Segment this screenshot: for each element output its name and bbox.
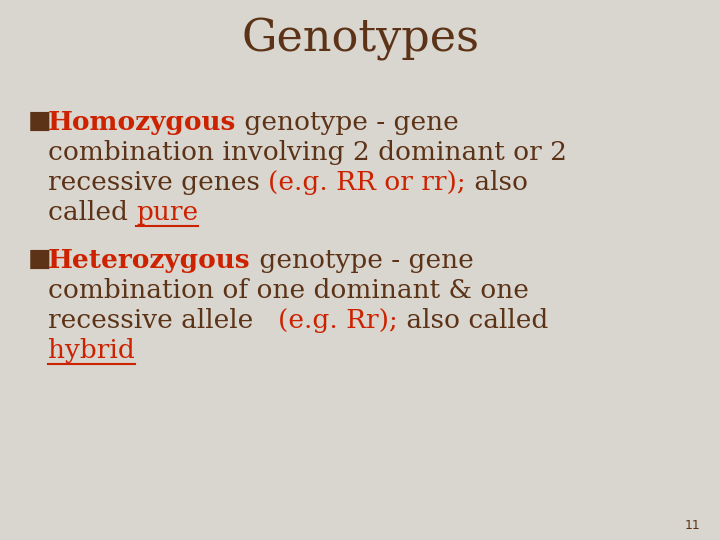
Text: called: called xyxy=(48,200,136,225)
Text: recessive allele: recessive allele xyxy=(48,308,279,333)
Text: (e.g. RR or rr);: (e.g. RR or rr); xyxy=(269,170,466,195)
Text: also: also xyxy=(466,170,528,195)
Text: Heterozygous: Heterozygous xyxy=(48,248,251,273)
Text: Homozygous: Homozygous xyxy=(48,110,236,135)
Text: (e.g. Rr);: (e.g. Rr); xyxy=(279,308,398,333)
Text: combination of one dominant & one: combination of one dominant & one xyxy=(48,278,529,303)
Text: pure: pure xyxy=(136,200,199,225)
Text: ■: ■ xyxy=(28,110,52,133)
Text: 11: 11 xyxy=(684,519,700,532)
Text: also called: also called xyxy=(398,308,549,333)
Text: genotype - gene: genotype - gene xyxy=(236,110,459,135)
Text: genotype - gene: genotype - gene xyxy=(251,248,473,273)
Text: combination involving 2 dominant or 2: combination involving 2 dominant or 2 xyxy=(48,140,567,165)
Text: Genotypes: Genotypes xyxy=(241,18,479,61)
Text: recessive genes: recessive genes xyxy=(48,170,269,195)
Text: ■: ■ xyxy=(28,248,52,271)
Text: hybrid: hybrid xyxy=(48,338,135,363)
